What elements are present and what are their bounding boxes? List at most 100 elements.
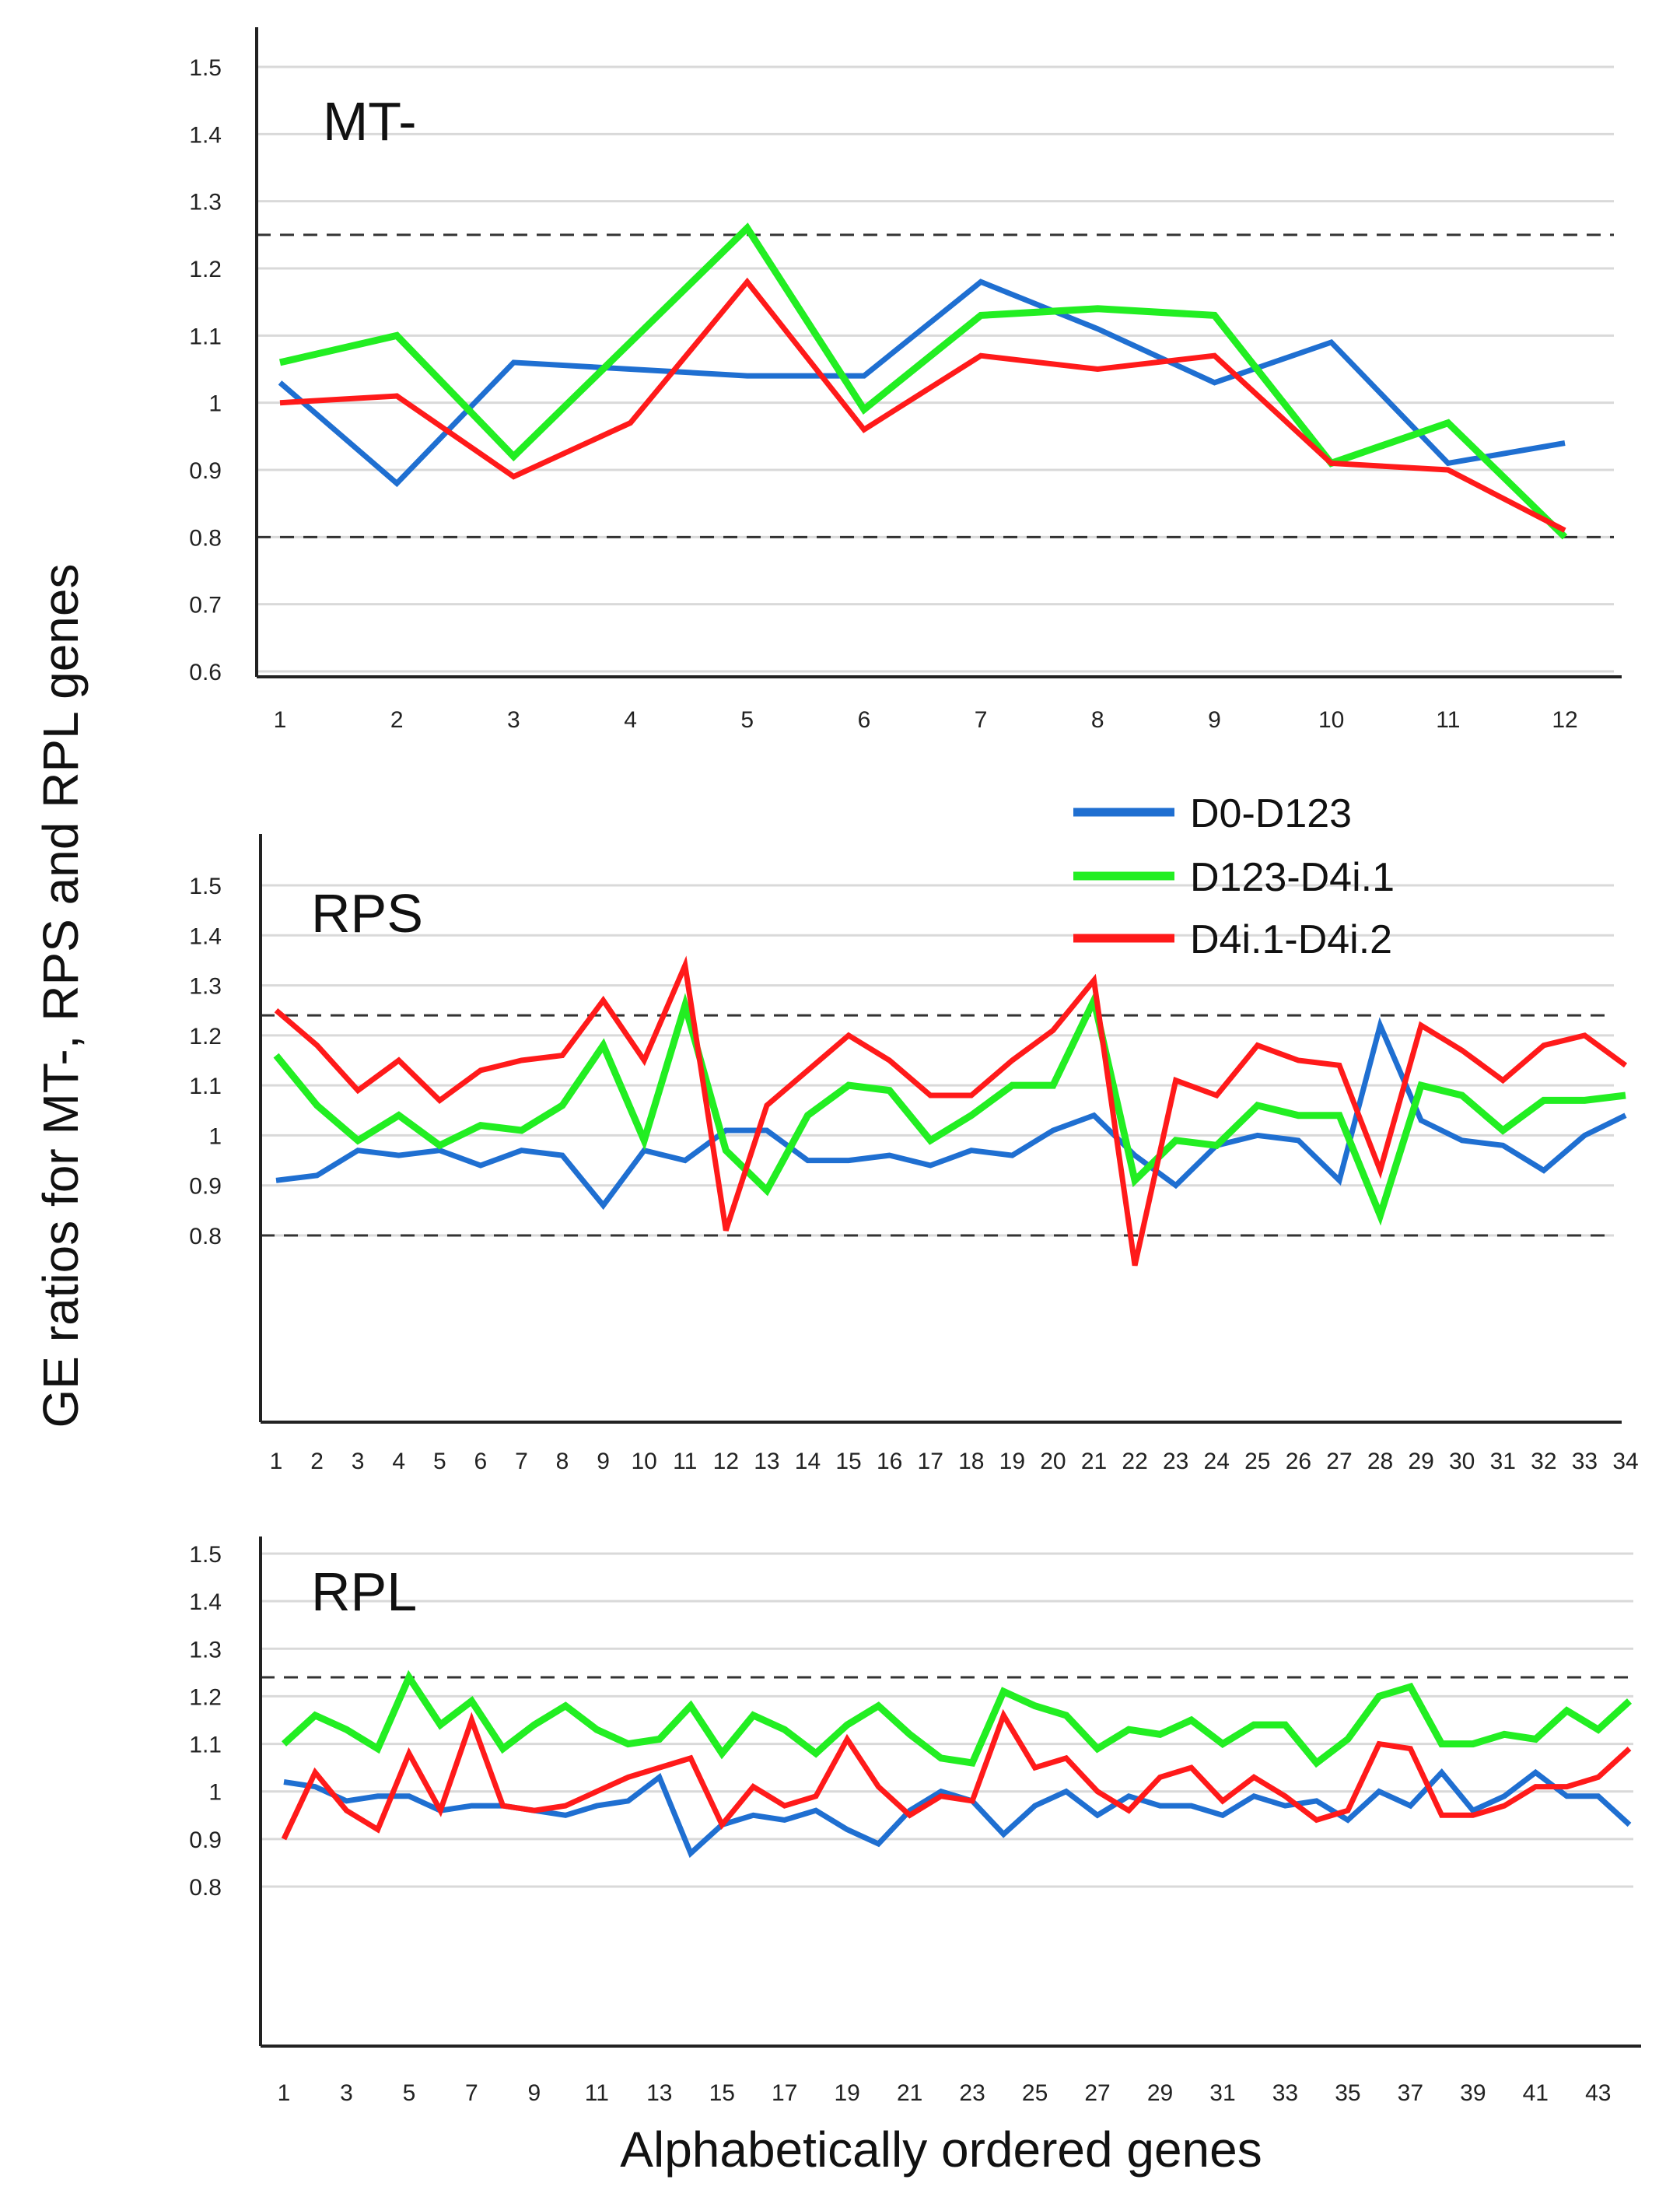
- x-tick-label: 33: [1572, 1449, 1598, 1474]
- x-tick-label: 23: [1163, 1449, 1188, 1474]
- y-tick-label: 1.5: [189, 55, 222, 81]
- series-line-d4i-1-d4i-2: [274, 955, 1628, 1267]
- y-tick-label: 1.2: [189, 257, 222, 282]
- y-tick-label: 1.3: [189, 974, 222, 1000]
- x-tick-label: 29: [1408, 1449, 1433, 1474]
- x-tick-label: 2: [310, 1449, 324, 1474]
- x-tick-label: 27: [1084, 2080, 1110, 2106]
- legend-label-d4i1-d4i2: D4i.1-D4i.2: [1190, 917, 1392, 962]
- y-tick-label: 1: [208, 1780, 222, 1806]
- series-line-d4i-1-d4i-2: [281, 1708, 1632, 1841]
- x-tick-label: 1: [274, 707, 287, 733]
- x-tick-label: 6: [474, 1449, 488, 1474]
- x-tick-label: 5: [740, 707, 754, 733]
- y-tick-label: 0.8: [189, 1224, 222, 1249]
- x-tick-label: 21: [897, 2080, 922, 2106]
- panel-mt: 0.60.70.80.911.11.21.31.41.51 2 3 4 5 6 7 8 9 10 1…: [189, 27, 1622, 733]
- y-tick-label: 1.3: [189, 1637, 222, 1663]
- x-tick-label: 13: [646, 2080, 672, 2106]
- series-line-d123-d4i-1: [273, 990, 1626, 1226]
- x-tick-label: 16: [877, 1449, 902, 1474]
- x-tick-label: 37: [1398, 2080, 1423, 2106]
- x-tick-label: 12: [1552, 707, 1577, 733]
- x-tick-label: 23: [959, 2080, 985, 2106]
- y-tick-label: 0.9: [189, 458, 222, 484]
- series-line-d0-d123: [278, 279, 1566, 488]
- x-tick-label: 27: [1326, 1449, 1352, 1474]
- x-tick-label: 4: [624, 707, 637, 733]
- series-line-d123-d4i-1: [278, 223, 1568, 540]
- y-tick-label: 1.4: [189, 1589, 222, 1615]
- x-tick-label: 22: [1122, 1449, 1147, 1474]
- x-tick-label: 30: [1449, 1449, 1475, 1474]
- x-tick-label: 12: [713, 1449, 739, 1474]
- y-tick-label: 1.3: [189, 190, 222, 215]
- x-tick-label: 7: [975, 707, 988, 733]
- x-tick-label: 3: [352, 1449, 365, 1474]
- x-tick-label: 3: [507, 707, 520, 733]
- y-tick-label: 1.4: [189, 923, 222, 949]
- x-tick-label: 1: [278, 2080, 291, 2106]
- x-tick-label: 11: [673, 1449, 697, 1474]
- x-tick-label: 41: [1523, 2080, 1549, 2106]
- x-tick-label: 13: [754, 1449, 779, 1474]
- x-tick-label: 26: [1286, 1449, 1311, 1474]
- x-tick-label: 6: [858, 707, 871, 733]
- series-line-d123-d4i-1: [281, 1670, 1633, 1768]
- x-tick-label: 33: [1272, 2080, 1298, 2106]
- x-tick-label: 25: [1244, 1449, 1270, 1474]
- y-tick-label: 1: [208, 391, 222, 417]
- x-tick-label: 17: [772, 2080, 797, 2106]
- x-tick-label: 31: [1209, 2080, 1235, 2106]
- y-tick-label: 0.7: [189, 593, 222, 618]
- y-axis-title: GE ratios for MT-, RPS and RPL genes: [33, 564, 89, 1428]
- x-tick-label: 10: [631, 1449, 656, 1474]
- x-tick-label: 25: [1022, 2080, 1048, 2106]
- y-tick-label: 1.1: [189, 324, 222, 349]
- panel-label-rps: RPS: [311, 883, 423, 944]
- y-tick-label: 1.5: [189, 1542, 222, 1568]
- x-tick-label: 7: [515, 1449, 528, 1474]
- x-tick-label: 9: [528, 2080, 541, 2106]
- panel-label-mt: MT-: [323, 91, 417, 152]
- x-tick-label: 18: [958, 1449, 984, 1474]
- y-tick-label: 1.2: [189, 1684, 222, 1710]
- x-tick-label: 9: [1208, 707, 1221, 733]
- y-tick-label: 1.1: [189, 1074, 222, 1099]
- x-tick-label: 1: [270, 1449, 283, 1474]
- x-tick-label: 3: [340, 2080, 353, 2106]
- y-tick-label: 1.5: [189, 874, 222, 899]
- legend-label-d123-d4i1: D123-D4i.1: [1190, 855, 1395, 900]
- x-tick-label: 24: [1204, 1449, 1230, 1474]
- legend: D0-D123 D123-D4i.1 D4i.1-D4i.2: [1073, 791, 1395, 962]
- y-tick-label: 1.1: [189, 1733, 222, 1758]
- x-tick-label: 8: [1091, 707, 1104, 733]
- x-tick-label: 19: [999, 1449, 1025, 1474]
- x-tick-label: 9: [597, 1449, 610, 1474]
- x-tick-label: 7: [465, 2080, 478, 2106]
- x-tick-label: 35: [1335, 2080, 1360, 2106]
- x-tick-label: 32: [1531, 1449, 1556, 1474]
- x-tick-label: 14: [795, 1449, 821, 1474]
- x-tick-label: 29: [1147, 2080, 1173, 2106]
- x-tick-label: 19: [834, 2080, 859, 2106]
- x-tick-label: 17: [918, 1449, 943, 1474]
- x-axis-title: Alphabetically ordered genes: [620, 2122, 1262, 2178]
- x-tick-label: 15: [709, 2080, 735, 2106]
- x-tick-label: 5: [433, 1449, 446, 1474]
- y-tick-label: 0.6: [189, 660, 222, 685]
- x-tick-label: 11: [1436, 707, 1460, 733]
- x-tick-label: 10: [1318, 707, 1344, 733]
- y-tick-label: 1.4: [189, 122, 222, 148]
- legend-label-d0-d123: D0-D123: [1190, 791, 1352, 836]
- x-tick-label: 34: [1612, 1449, 1638, 1474]
- x-tick-label: 39: [1460, 2080, 1486, 2106]
- series-line-d0-d123: [275, 1017, 1627, 1211]
- x-tick-label: 20: [1040, 1449, 1066, 1474]
- series-line-d4i-1-d4i-2: [279, 277, 1566, 533]
- x-tick-label: 28: [1367, 1449, 1393, 1474]
- panel-rpl: 0.80.911.11.21.31.41.51 3 5 7 9 11 13 15 17 19 21 2…: [189, 1537, 1641, 2106]
- y-tick-label: 1.2: [189, 1024, 222, 1049]
- y-tick-label: 1: [208, 1123, 222, 1149]
